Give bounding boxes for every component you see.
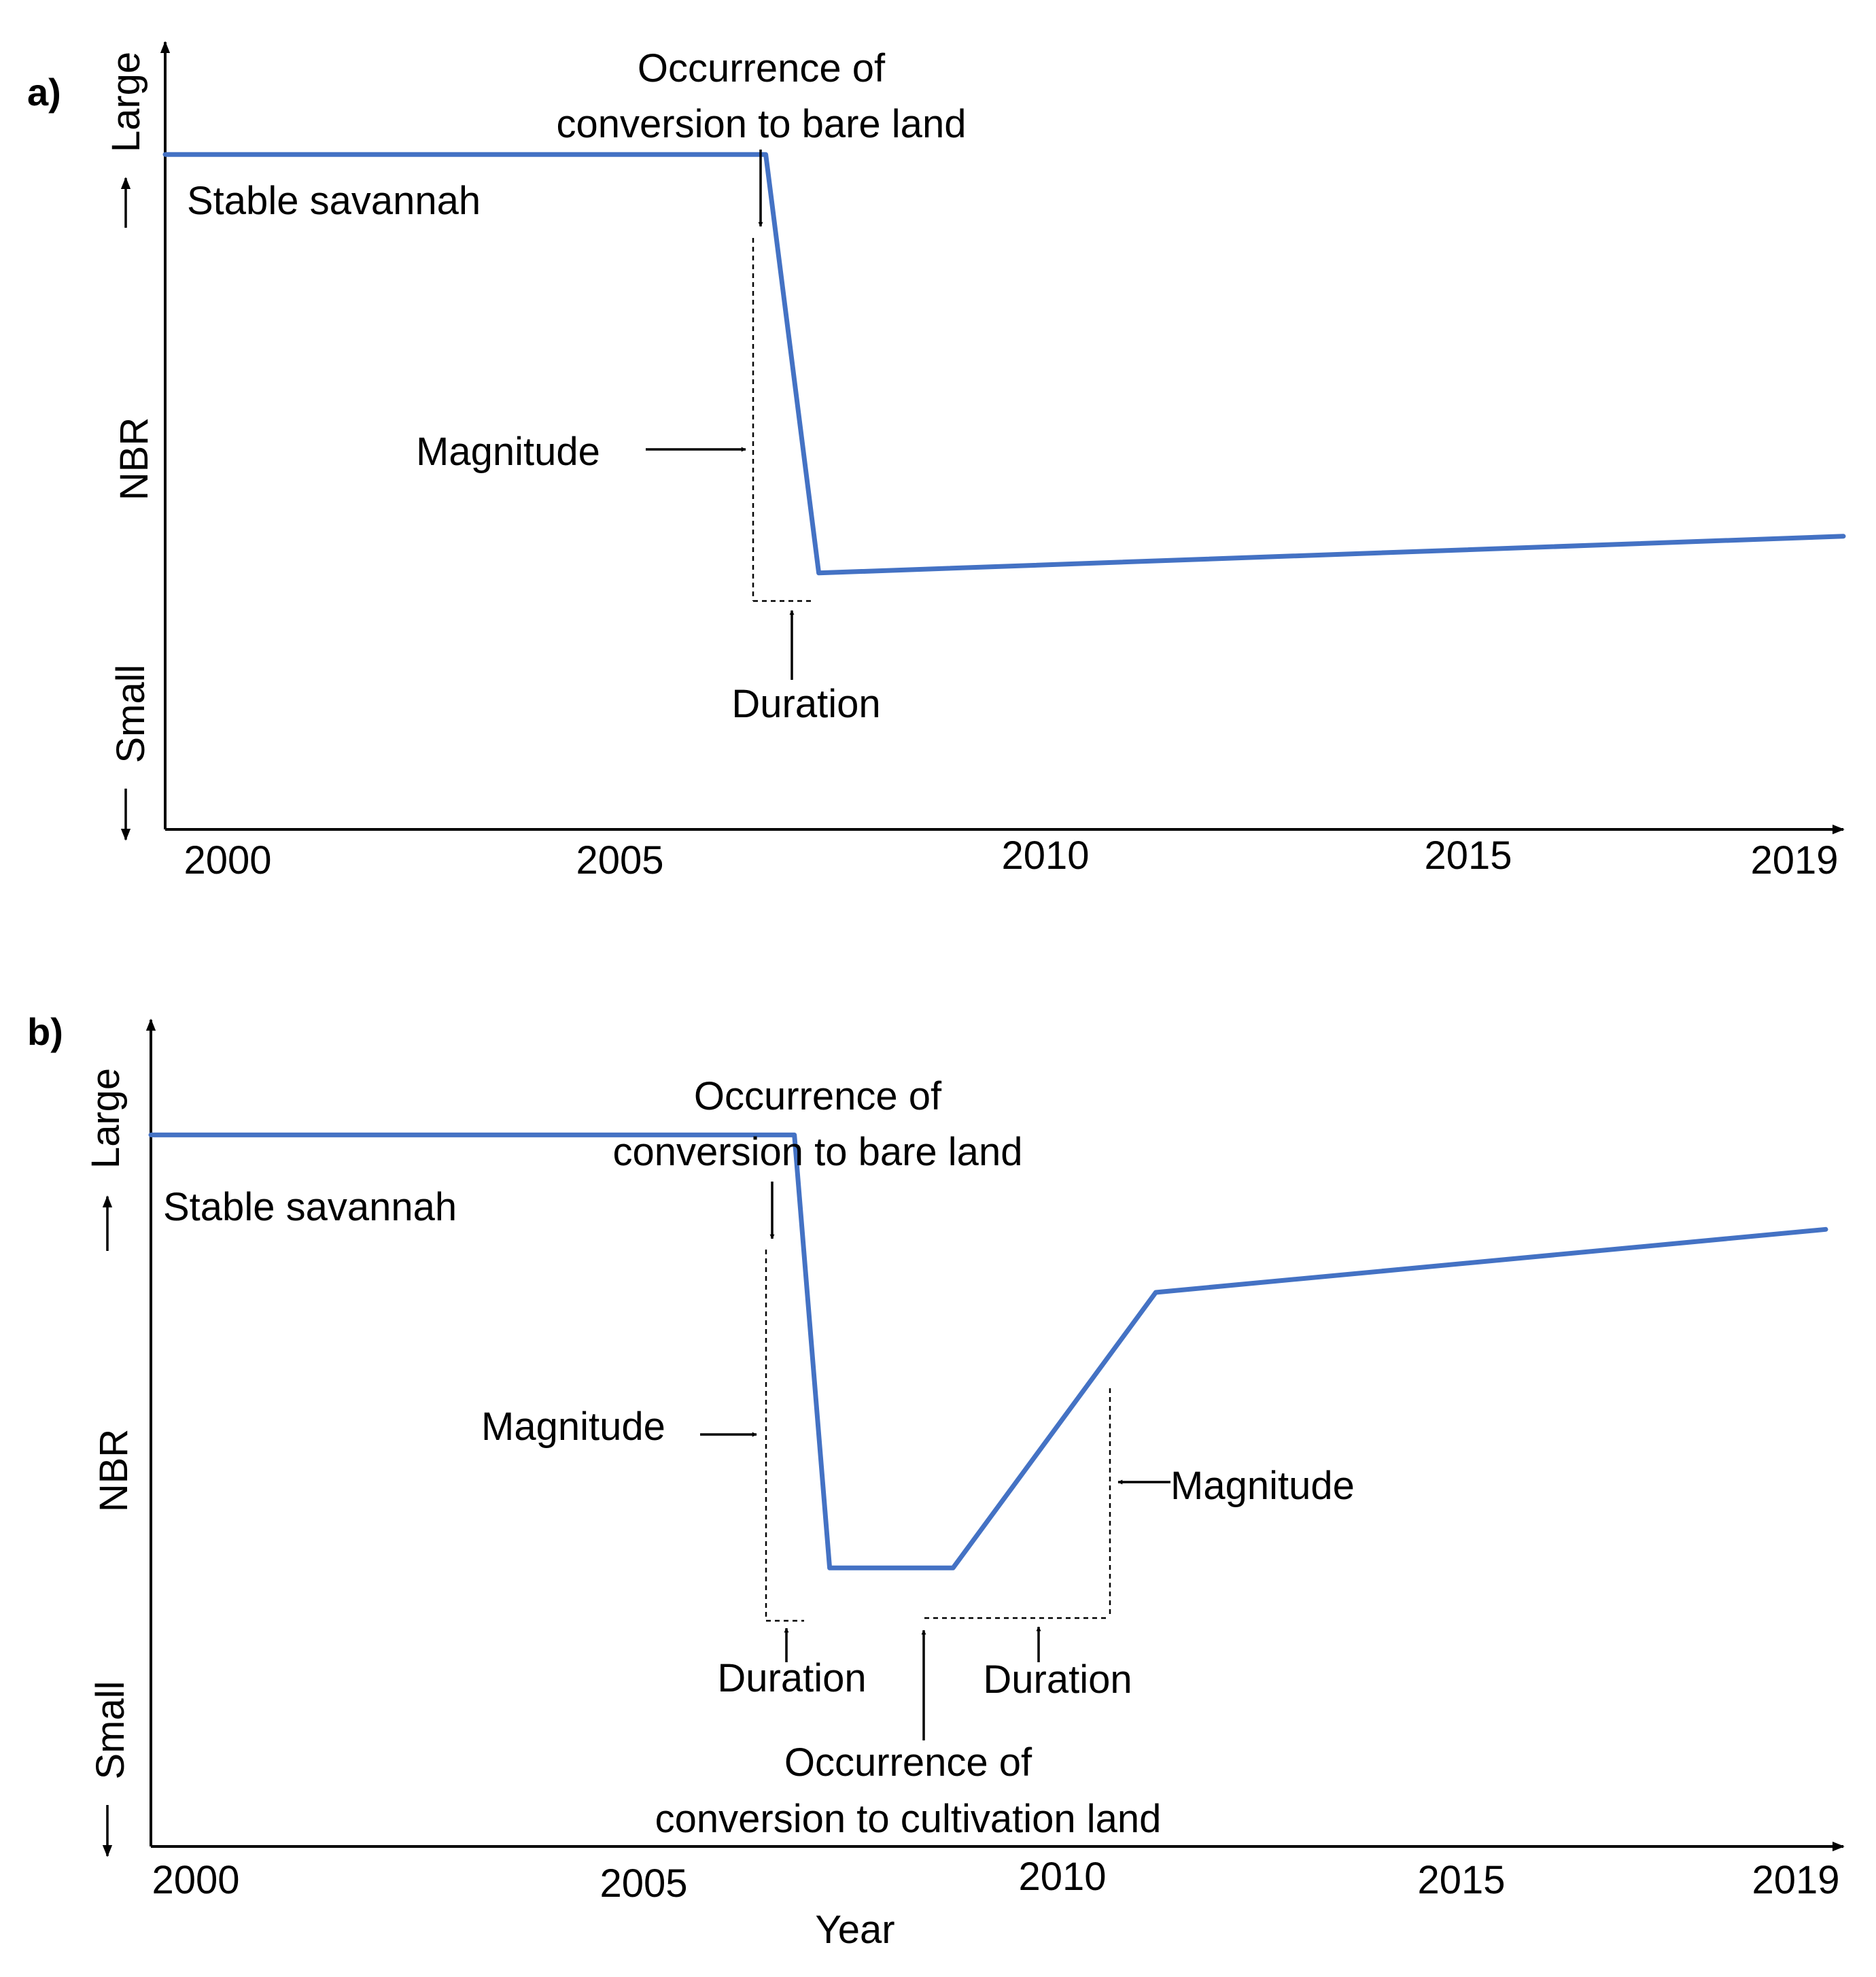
panel-a-tick-2010: 2010	[1001, 833, 1089, 878]
panel-a-tick-2000: 2000	[184, 838, 271, 882]
panel-b-y-label-large: Large	[84, 1068, 128, 1169]
panel-b-label: b)	[27, 1010, 63, 1053]
panel-b: b) Large NBR Small 2000 2005 2010 2015 2…	[27, 1010, 1845, 1952]
panel-b-tick-2019: 2019	[1752, 1858, 1839, 1902]
panel-b-stable-label: Stable savannah	[163, 1185, 457, 1229]
panel-b-tick-2000: 2000	[152, 1858, 239, 1902]
panel-b-tick-2015: 2015	[1417, 1858, 1505, 1902]
panel-b-y-label-small: Small	[88, 1681, 133, 1779]
panel-a: a) Large NBR Small 2000 2005 2010 2015 2…	[27, 41, 1846, 882]
panel-b-magnitude1-label: Magnitude	[481, 1405, 665, 1449]
panel-b-nbr-line	[148, 1132, 1828, 1570]
panel-b-magnitude2-label: Magnitude	[1170, 1464, 1355, 1508]
panel-a-y-label: NBR	[112, 417, 156, 500]
panel-b-occurrence-cult-line1: Occurrence of	[784, 1740, 1032, 1785]
panel-b-occurrence-bare-line1: Occurrence of	[694, 1074, 942, 1118]
panel-a-tick-2005: 2005	[576, 838, 663, 882]
panel-b-x-label: Year	[815, 1908, 894, 1952]
panel-a-x-ticks: 2000 2005 2010 2015 2019	[184, 833, 1838, 882]
panel-a-occurrence-line1: Occurrence of	[638, 46, 886, 90]
panel-a-tick-2015: 2015	[1424, 833, 1512, 878]
panel-a-magnitude-label: Magnitude	[416, 430, 600, 474]
panel-b-occurrence-cult-line2: conversion to cultivation land	[655, 1797, 1162, 1841]
panel-b-y-label: NBR	[92, 1429, 136, 1512]
panel-b-tick-2010: 2010	[1018, 1855, 1106, 1899]
panel-b-duration1-label: Duration	[717, 1656, 866, 1700]
panel-b-duration2-label: Duration	[983, 1657, 1132, 1702]
panel-b-occurrence-bare-line2: conversion to bare land	[613, 1130, 1023, 1174]
panel-b-x-ticks: 2000 2005 2010 2015 2019	[152, 1855, 1839, 1906]
panel-a-duration-label: Duration	[731, 682, 880, 726]
panel-a-nbr-line	[162, 152, 1846, 576]
panel-a-y-label-small: Small	[109, 664, 153, 763]
panel-a-stable-label: Stable savannah	[187, 179, 481, 223]
panel-a-label: a)	[27, 71, 61, 114]
panel-b-tick-2005: 2005	[600, 1861, 687, 1906]
panel-a-y-label-large: Large	[104, 52, 148, 152]
panel-a-occurrence-line2: conversion to bare land	[557, 102, 967, 146]
panel-a-tick-2019: 2019	[1750, 838, 1838, 882]
